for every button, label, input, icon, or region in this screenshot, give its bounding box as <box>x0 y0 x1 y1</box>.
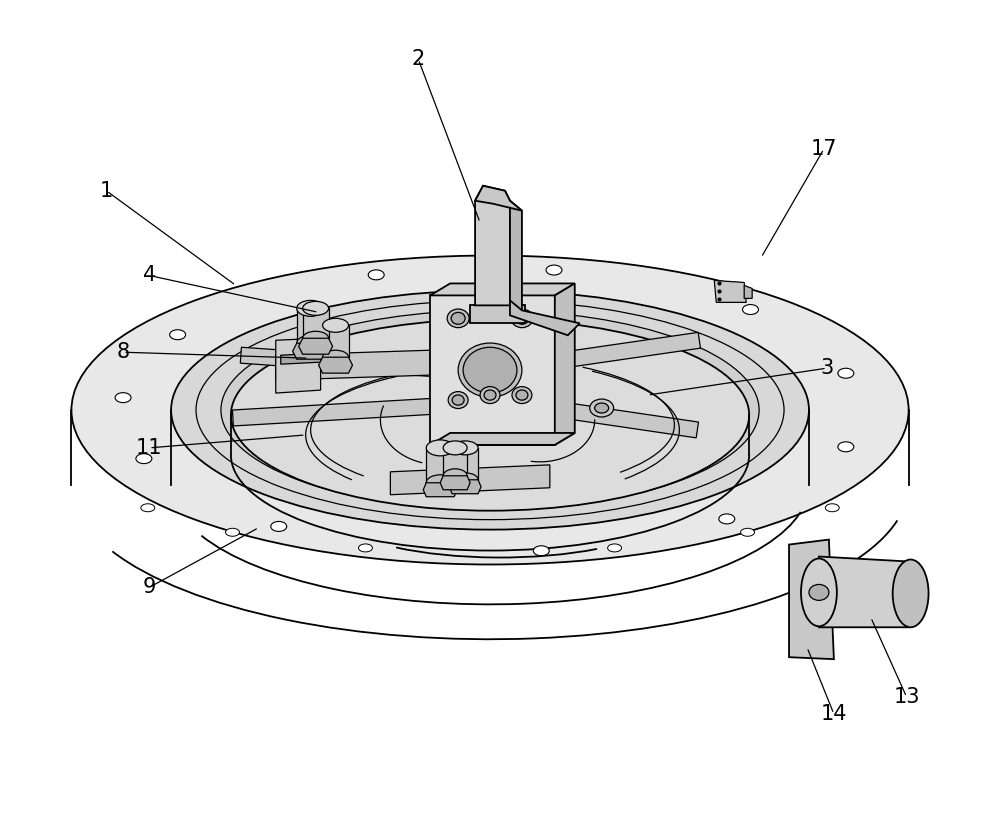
Polygon shape <box>319 357 352 374</box>
Polygon shape <box>276 350 430 380</box>
Ellipse shape <box>838 369 854 378</box>
Ellipse shape <box>451 312 465 325</box>
Ellipse shape <box>458 343 522 398</box>
Ellipse shape <box>447 309 469 328</box>
Ellipse shape <box>171 290 809 530</box>
Ellipse shape <box>141 504 155 512</box>
Ellipse shape <box>595 403 609 413</box>
Polygon shape <box>323 325 349 357</box>
Ellipse shape <box>546 265 562 275</box>
Polygon shape <box>527 397 698 438</box>
Ellipse shape <box>297 335 325 351</box>
Ellipse shape <box>71 256 909 564</box>
Ellipse shape <box>741 529 755 536</box>
Polygon shape <box>426 448 454 483</box>
Ellipse shape <box>801 559 837 627</box>
Ellipse shape <box>484 390 496 400</box>
Text: 1: 1 <box>100 181 113 201</box>
Ellipse shape <box>825 504 839 512</box>
Text: 9: 9 <box>142 578 156 598</box>
Ellipse shape <box>515 312 529 325</box>
Ellipse shape <box>893 559 929 627</box>
Ellipse shape <box>271 521 287 531</box>
Ellipse shape <box>115 393 131 403</box>
Polygon shape <box>555 283 575 445</box>
Ellipse shape <box>136 454 152 464</box>
Ellipse shape <box>516 390 528 400</box>
Ellipse shape <box>533 546 549 556</box>
Polygon shape <box>281 354 321 364</box>
Ellipse shape <box>719 514 735 524</box>
Ellipse shape <box>463 347 517 393</box>
Polygon shape <box>390 465 550 495</box>
Ellipse shape <box>480 387 500 403</box>
Ellipse shape <box>448 392 468 408</box>
Polygon shape <box>299 339 333 354</box>
Ellipse shape <box>426 475 454 491</box>
Polygon shape <box>452 448 478 480</box>
Ellipse shape <box>323 350 349 364</box>
Polygon shape <box>430 283 575 295</box>
Polygon shape <box>303 309 329 339</box>
Text: 2: 2 <box>412 49 425 69</box>
Polygon shape <box>510 201 522 315</box>
Ellipse shape <box>297 300 325 316</box>
Ellipse shape <box>221 310 759 510</box>
Text: 13: 13 <box>893 687 920 707</box>
Ellipse shape <box>231 320 749 510</box>
Ellipse shape <box>512 387 532 403</box>
Ellipse shape <box>426 440 454 456</box>
Text: 8: 8 <box>117 342 130 362</box>
Text: 11: 11 <box>136 438 162 458</box>
Polygon shape <box>430 295 555 445</box>
Polygon shape <box>527 332 700 373</box>
Polygon shape <box>744 286 752 299</box>
Text: 4: 4 <box>143 266 156 286</box>
Ellipse shape <box>303 301 329 315</box>
Ellipse shape <box>452 441 478 455</box>
Text: 3: 3 <box>820 359 834 378</box>
Ellipse shape <box>452 395 464 405</box>
Ellipse shape <box>443 469 467 483</box>
Ellipse shape <box>511 309 533 328</box>
Polygon shape <box>819 557 909 627</box>
Ellipse shape <box>303 331 329 345</box>
Ellipse shape <box>359 544 372 552</box>
Text: 17: 17 <box>811 139 837 159</box>
Ellipse shape <box>170 330 186 339</box>
Polygon shape <box>443 448 467 476</box>
Ellipse shape <box>443 441 467 455</box>
Ellipse shape <box>368 270 384 280</box>
Polygon shape <box>510 300 580 335</box>
Polygon shape <box>430 433 575 445</box>
Polygon shape <box>714 281 746 302</box>
Polygon shape <box>789 540 834 659</box>
Ellipse shape <box>226 529 239 536</box>
Ellipse shape <box>809 584 829 600</box>
Polygon shape <box>449 480 481 494</box>
Polygon shape <box>276 339 321 393</box>
Polygon shape <box>470 305 525 324</box>
Ellipse shape <box>838 442 854 452</box>
Text: 14: 14 <box>821 704 847 724</box>
Polygon shape <box>293 344 329 359</box>
Ellipse shape <box>323 319 349 332</box>
Ellipse shape <box>608 544 622 552</box>
Polygon shape <box>475 186 522 211</box>
Polygon shape <box>297 309 325 344</box>
Ellipse shape <box>452 473 478 486</box>
Polygon shape <box>232 397 456 426</box>
Ellipse shape <box>590 399 614 417</box>
Polygon shape <box>423 483 457 496</box>
Ellipse shape <box>743 305 758 315</box>
Polygon shape <box>240 347 456 378</box>
Polygon shape <box>440 476 470 490</box>
Polygon shape <box>475 186 510 305</box>
